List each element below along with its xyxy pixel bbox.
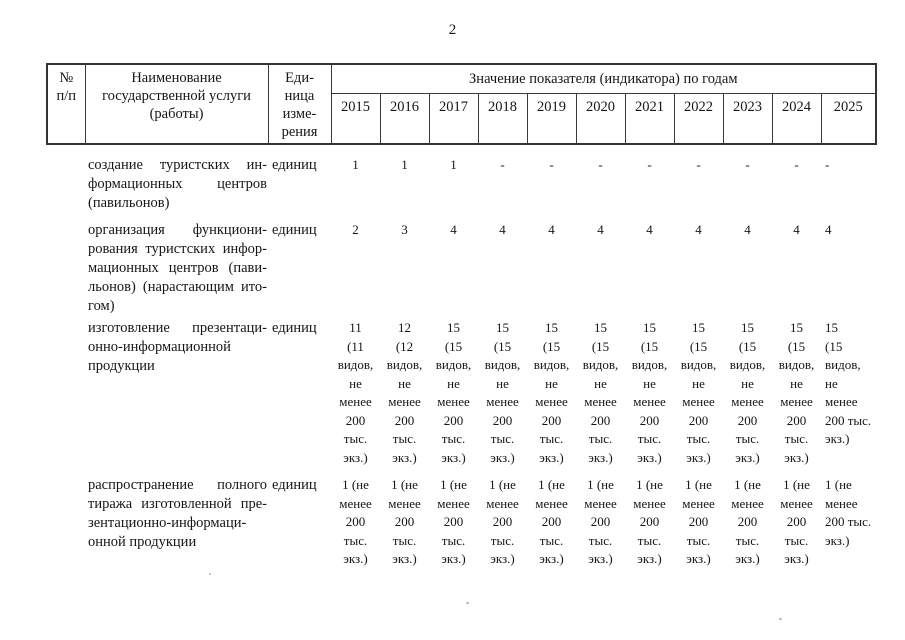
service-name-text: изготовление презентаци- онно-информацио…: [88, 320, 267, 355]
header-years-group: Значение показателя (индикатора) по года…: [330, 63, 878, 94]
value-cell: 1: [352, 157, 359, 172]
table-header: № п/п Наименование государственной услуг…: [46, 63, 878, 145]
header-year-2022: 2022: [673, 92, 724, 145]
row-number-cell: [47, 316, 85, 467]
unit-cell: единиц: [272, 157, 317, 173]
table-row-create-centers: создание туристских ин- формационных цен…: [47, 144, 876, 213]
value-cell: 1 (не менее 200 тыс. экз.): [731, 477, 764, 566]
table-row-distribute-materials: распространение полного тиража изготовле…: [47, 467, 876, 569]
service-name-last-line: (павильонов): [88, 195, 170, 211]
value-cell: 3: [401, 222, 408, 237]
value-cell: 1 (не менее 200 тыс. экз.): [437, 477, 470, 566]
scan-artifact: [209, 573, 211, 575]
value-cell: 12 (12 видов, не менее 200 тыс. экз.): [386, 320, 423, 465]
value-cell: 4: [695, 222, 702, 237]
service-name-last-line: гом): [88, 298, 115, 314]
value-cell: 4: [646, 222, 653, 237]
value-cell: 1 (не менее 200 тыс. экз.): [633, 477, 666, 566]
header-year-2021: 2021: [624, 92, 675, 145]
value-cell: -: [500, 157, 505, 172]
value-cell: 1 (не менее 200 тыс. экз.): [388, 477, 421, 566]
value-cell: 4: [499, 222, 506, 237]
value-cell: 15 (15 видов, не менее 200 тыс. экз.): [435, 320, 472, 465]
value-cell: -: [794, 157, 799, 172]
value-cell: 1 (не менее 200 тыс. экз.): [682, 477, 715, 566]
header-col-unit: Еди- ница изме- рения: [267, 63, 332, 145]
value-cell: 15 (15 видов, не менее 200 тыс. экз.): [729, 320, 766, 465]
value-cell: 2: [352, 222, 359, 237]
value-cell: 1: [401, 157, 408, 172]
header-year-2020: 2020: [575, 92, 626, 145]
value-cell: 15 (15 видов, не менее 200 тыс. экз.): [484, 320, 521, 465]
header-year-2024: 2024: [771, 92, 822, 145]
value-cell: 4: [548, 222, 555, 237]
header-col-number: № п/п: [46, 63, 86, 145]
unit-cell: единиц: [272, 222, 317, 238]
header-year-2025: 2025: [820, 92, 878, 145]
row-number-cell: [47, 213, 85, 316]
value-cell: 4: [793, 222, 800, 237]
value-cell: 11 (11 видов, не менее 200 тыс. экз.): [337, 320, 374, 465]
value-cell: 15 (15 видов, не менее 200 тыс. экз.): [631, 320, 668, 465]
value-cell: 15 (15 видов, не менее 200 тыс. экз.): [582, 320, 619, 465]
value-cell: 1 (не менее 200 тыс. экз.): [535, 477, 568, 566]
service-name-cell: организация функциони- рования туристски…: [85, 213, 268, 316]
value-cell: 1: [450, 157, 457, 172]
table-row-operate-centers: организация функциони- рования туристски…: [47, 213, 876, 316]
value-cell: 1 (не менее 200 тыс. экз.): [825, 477, 872, 548]
value-cell: -: [549, 157, 554, 172]
value-cell: 15 (15 видов, не менее 200 тыс. экз.): [680, 320, 717, 465]
scan-artifact: [466, 602, 469, 604]
scan-artifact: [779, 618, 782, 620]
value-cell: 1 (не менее 200 тыс. экз.): [584, 477, 617, 566]
page-number: 2: [448, 22, 457, 38]
indicators-table: № п/п Наименование государственной услуг…: [46, 63, 878, 569]
service-name-cell: создание туристских ин- формационных цен…: [85, 144, 268, 213]
header-col-service-name: Наименование государственной услуги (раб…: [84, 63, 269, 145]
service-name-text: организация функциони- рования туристски…: [88, 222, 267, 295]
value-cell: 15 (15 видов, не менее 200 тыс. экз.): [825, 320, 872, 446]
service-name-last-line: продукции: [88, 358, 155, 374]
value-cell: 15 (15 видов, не менее 200 тыс. экз.): [778, 320, 815, 465]
value-cell: 1 (не менее 200 тыс. экз.): [339, 477, 372, 566]
value-cell: 4: [825, 222, 832, 237]
header-year-2023: 2023: [722, 92, 773, 145]
service-name-cell: изготовление презентаци- онно-информацио…: [85, 316, 268, 467]
header-year-2015: 2015: [330, 92, 381, 145]
table-row-produce-materials: изготовление презентаци- онно-информацио…: [47, 316, 876, 467]
service-name-text: создание туристских ин- формационных цен…: [88, 157, 267, 192]
value-cell: 4: [450, 222, 457, 237]
unit-cell: единиц: [272, 320, 317, 336]
value-cell: 1 (не менее 200 тыс. экз.): [780, 477, 813, 566]
header-year-2016: 2016: [379, 92, 430, 145]
header-year-2019: 2019: [526, 92, 577, 145]
value-cell: 1 (не менее 200 тыс. экз.): [486, 477, 519, 566]
value-cell: -: [598, 157, 603, 172]
value-cell: 15 (15 видов, не менее 200 тыс. экз.): [533, 320, 570, 465]
service-name-cell: распространение полного тиража изготовле…: [85, 467, 268, 569]
row-number-cell: [47, 467, 85, 569]
row-number-cell: [47, 144, 85, 213]
value-cell: -: [745, 157, 750, 172]
value-cell: -: [647, 157, 652, 172]
value-cell: -: [825, 157, 830, 172]
header-year-2018: 2018: [477, 92, 528, 145]
value-cell: -: [696, 157, 701, 172]
header-row-top: № п/п Наименование государственной услуг…: [46, 63, 878, 145]
table-body: создание туристских ин- формационных цен…: [47, 144, 876, 569]
header-row-years: 2015 2016 2017 2018 2019 2020 2021 2022 …: [47, 92, 878, 145]
value-cell: 4: [597, 222, 604, 237]
value-cell: 4: [744, 222, 751, 237]
service-name-text: распространение полного тиража изготовле…: [88, 477, 267, 531]
unit-cell: единиц: [272, 477, 317, 493]
service-name-last-line: онной продукции: [88, 534, 197, 550]
header-year-2017: 2017: [428, 92, 479, 145]
